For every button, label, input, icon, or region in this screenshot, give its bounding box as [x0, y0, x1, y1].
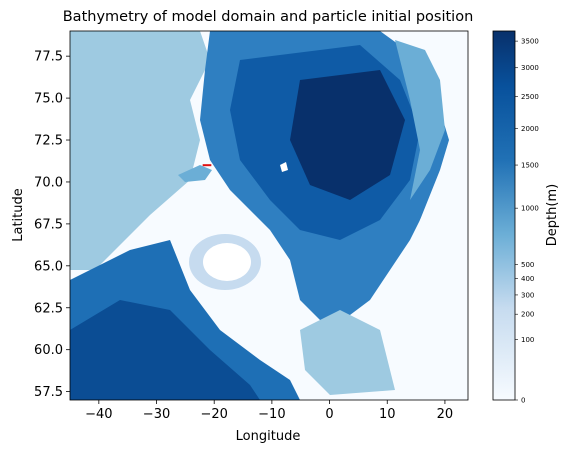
x-axis-label: Longitude — [236, 429, 301, 444]
x-tick-label: 20 — [437, 407, 454, 422]
colorbar — [492, 30, 516, 401]
irminger-deep — [70, 300, 260, 400]
colorbar-tick-label: 3500 — [521, 38, 539, 46]
faroe-shelf — [300, 310, 395, 395]
iceland-land — [203, 243, 251, 281]
colorbar-tick-label: 100 — [521, 336, 534, 344]
colorbar-tick-label: 2500 — [521, 93, 539, 101]
colorbar-tick-label: 0 — [521, 397, 525, 405]
colorbar-tick-label: 300 — [521, 291, 534, 299]
colorbar-tick-label: 1500 — [521, 162, 539, 170]
y-tick-label: 77.5 — [34, 50, 63, 65]
norwegian-shelf — [395, 31, 468, 400]
norwegian-slope — [395, 40, 445, 200]
colorbar-ticks: 0 100 200 300 400 500 1000 1500 2000 2500 3000 3500 — [515, 38, 539, 405]
x-tick-label: −40 — [85, 407, 112, 422]
colorbar-label: Depth(m) — [545, 184, 560, 246]
jan-mayen — [280, 162, 288, 172]
plot-frame — [69, 30, 469, 401]
colorbar-tick-label: 500 — [521, 261, 534, 269]
y-tick-label: 72.5 — [34, 134, 63, 149]
y-axis: 57.5 60.0 62.5 65.0 67.5 70.0 72.5 75.0 77.5 — [34, 50, 70, 400]
x-tick-label: −10 — [258, 407, 285, 422]
y-tick-label: 70.0 — [34, 175, 63, 190]
x-tick-label: 0 — [325, 407, 333, 422]
y-tick-label: 57.5 — [34, 385, 63, 400]
colorbar-tick-label: 400 — [521, 275, 534, 283]
colorbar-tick-label: 1000 — [521, 205, 539, 213]
x-tick-label: −30 — [143, 407, 170, 422]
y-tick-label: 75.0 — [34, 92, 63, 107]
y-tick-label: 62.5 — [34, 301, 63, 316]
chart-title: Bathymetry of model domain and particle … — [63, 9, 474, 25]
colorbar-tick-label: 2000 — [521, 125, 539, 133]
y-tick-label: 67.5 — [34, 217, 63, 232]
bathymetry-map — [70, 31, 468, 400]
x-axis: −40 −30 −20 −10 0 10 20 — [85, 400, 453, 422]
scoresby-sund — [178, 165, 212, 182]
y-tick-label: 60.0 — [34, 343, 63, 358]
y-tick-label: 65.0 — [34, 259, 63, 274]
greenland-shelf — [70, 31, 210, 270]
colorbar-tick-label: 3000 — [521, 64, 539, 72]
x-tick-label: −20 — [200, 407, 227, 422]
colorbar-tick-label: 200 — [521, 311, 534, 319]
deep-basin-core — [290, 70, 405, 200]
x-tick-label: 10 — [379, 407, 396, 422]
y-axis-label: Latitude — [11, 188, 26, 242]
